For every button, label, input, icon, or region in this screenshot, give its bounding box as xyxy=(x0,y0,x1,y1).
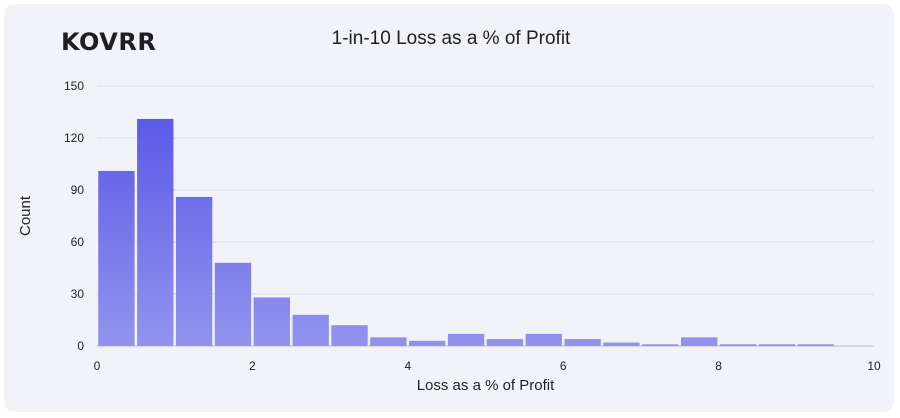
grid-lines xyxy=(97,85,874,347)
y-axis-label: Count xyxy=(17,195,34,236)
histogram-bar xyxy=(409,340,446,346)
x-tick-label: 6 xyxy=(560,359,567,373)
histogram-bar xyxy=(98,170,135,346)
histogram-bar xyxy=(719,344,757,346)
y-tick-label: 0 xyxy=(77,339,84,353)
y-tick-label: 60 xyxy=(71,235,85,249)
y-tick-label: 120 xyxy=(64,131,84,145)
histogram-bar xyxy=(525,333,562,346)
x-tick-label: 10 xyxy=(867,359,881,373)
histogram-bar xyxy=(564,339,601,346)
y-axis-ticks: 0 30 60 90 120 150 xyxy=(64,79,84,353)
histogram-bar xyxy=(175,196,213,346)
histogram-bar xyxy=(642,344,679,346)
bars xyxy=(98,118,834,346)
histogram-bar xyxy=(447,333,485,346)
histogram-bar xyxy=(370,337,407,346)
y-tick-label: 90 xyxy=(71,183,85,197)
chart-title-text: 1-in-10 Loss as a % of Profit xyxy=(331,28,571,49)
histogram-bar xyxy=(797,344,834,346)
y-tick-label: 30 xyxy=(71,287,85,301)
histogram-bar xyxy=(137,118,174,346)
histogram-bar xyxy=(486,339,524,346)
chart-title: 1-in-10 Loss as a % of Profit xyxy=(0,28,900,50)
x-tick-label: 8 xyxy=(715,359,722,373)
histogram-bar xyxy=(331,325,368,346)
y-tick-label: 150 xyxy=(64,79,84,93)
x-tick-label: 4 xyxy=(404,359,411,373)
histogram-bar xyxy=(758,344,796,346)
x-tick-label: 0 xyxy=(94,359,101,373)
histogram-bar xyxy=(603,342,640,346)
x-tick-label: 2 xyxy=(249,359,256,373)
histogram-bar xyxy=(681,337,718,346)
x-axis-ticks: 0 2 4 6 8 10 xyxy=(94,359,881,373)
histogram-bar xyxy=(292,314,329,346)
kovrr-logo: KOVRR xyxy=(61,28,157,56)
x-axis-label: Loss as a % of Profit xyxy=(417,377,555,394)
histogram-bar xyxy=(214,262,252,346)
histogram-bar xyxy=(253,297,290,346)
